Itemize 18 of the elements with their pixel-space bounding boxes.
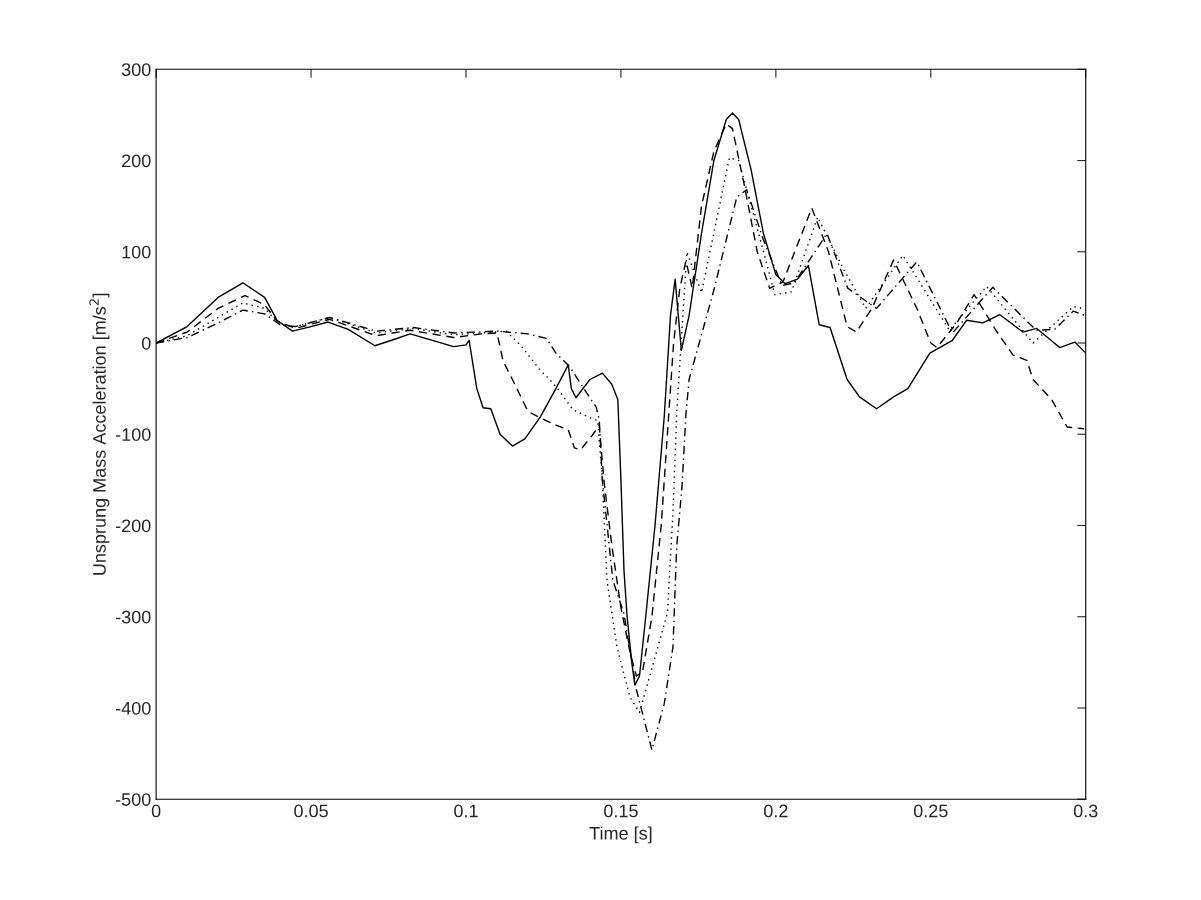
- x-tick-label: 0.05: [294, 804, 328, 818]
- y-tick-label: 0: [141, 336, 151, 350]
- y-tick-label: 300: [121, 63, 151, 77]
- x-axis-title: Time [s]: [589, 826, 652, 844]
- y-tick-label: -500: [115, 793, 151, 806]
- x-tick-label: 0.25: [913, 804, 948, 818]
- x-tick-label: 0: [151, 804, 161, 818]
- y-tick-label: 200: [122, 154, 151, 168]
- y-axis-title: Unsprung Mass Acceleration [m/s$^{2}$]: [89, 293, 110, 575]
- y-tick-label: -200: [115, 519, 151, 533]
- x-tick-label: 0.3: [1073, 804, 1098, 818]
- y-tick-label: -100: [115, 428, 151, 441]
- x-tick-label: 0.1: [454, 804, 478, 818]
- x-tick-label: 0.15: [604, 804, 638, 818]
- y-tick-label: 100: [122, 245, 151, 259]
- x-tick-label: 0.2: [764, 804, 788, 818]
- y-tick-label: -400: [115, 701, 151, 715]
- y-tick-label: -300: [115, 610, 151, 624]
